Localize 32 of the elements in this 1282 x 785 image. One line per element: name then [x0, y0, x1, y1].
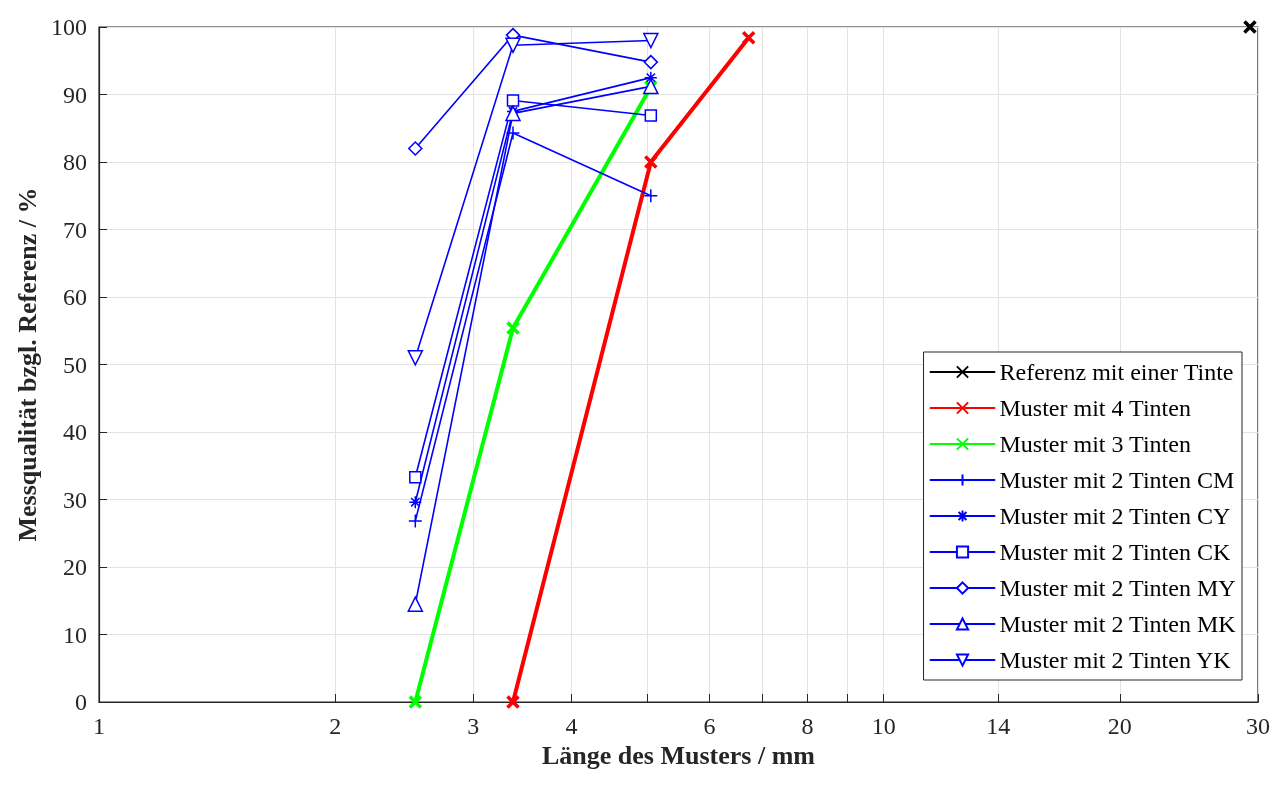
x-tick-label: 20 [1107, 713, 1132, 739]
y-tick-label: 90 [63, 81, 87, 108]
legend-label: Muster mit 2 Tinten CK [999, 539, 1231, 565]
legend-label: Muster mit 4 Tinten [999, 395, 1191, 421]
y-tick-label: 50 [63, 351, 87, 378]
x-tick-label: 10 [871, 713, 896, 739]
y-tick-label: 100 [51, 14, 87, 40]
y-tick-label: 10 [63, 621, 87, 648]
y-tick-label: 30 [63, 486, 87, 513]
x-tick-label: 14 [986, 713, 1011, 739]
y-tick-label: 40 [63, 419, 87, 445]
legend-label: Muster mit 2 Tinten CM [999, 467, 1235, 493]
x-axis-title: Länge des Musters / mm [542, 741, 816, 771]
legend-label: Muster mit 3 Tinten [999, 431, 1191, 457]
x-tick-label: 3 [467, 713, 480, 739]
x-tick-label: 6 [703, 713, 716, 739]
x-tick-label: 8 [801, 713, 814, 739]
legend-label: Muster mit 2 Tinten MK [999, 611, 1237, 637]
legend-label: Muster mit 2 Tinten CY [999, 503, 1231, 529]
legend-label: Referenz mit einer Tinte [999, 359, 1234, 385]
y-tick-label: 60 [63, 284, 87, 310]
y-tick-label: 20 [63, 554, 87, 580]
x-tick-label: 30 [1246, 713, 1270, 739]
y-tick-label: 0 [75, 689, 87, 715]
x-tick-label: 2 [329, 713, 342, 739]
y-axis-title: Messqualität bzgl. Referenz / % [12, 187, 42, 542]
legend-label: Muster mit 2 Tinten MY [999, 575, 1236, 601]
x-tick-label: 1 [93, 713, 105, 739]
y-tick-label: 80 [63, 149, 87, 175]
x-tick-label: 4 [565, 713, 578, 739]
y-tick-label: 70 [63, 216, 87, 243]
legend-label: Muster mit 2 Tinten YK [999, 647, 1232, 673]
